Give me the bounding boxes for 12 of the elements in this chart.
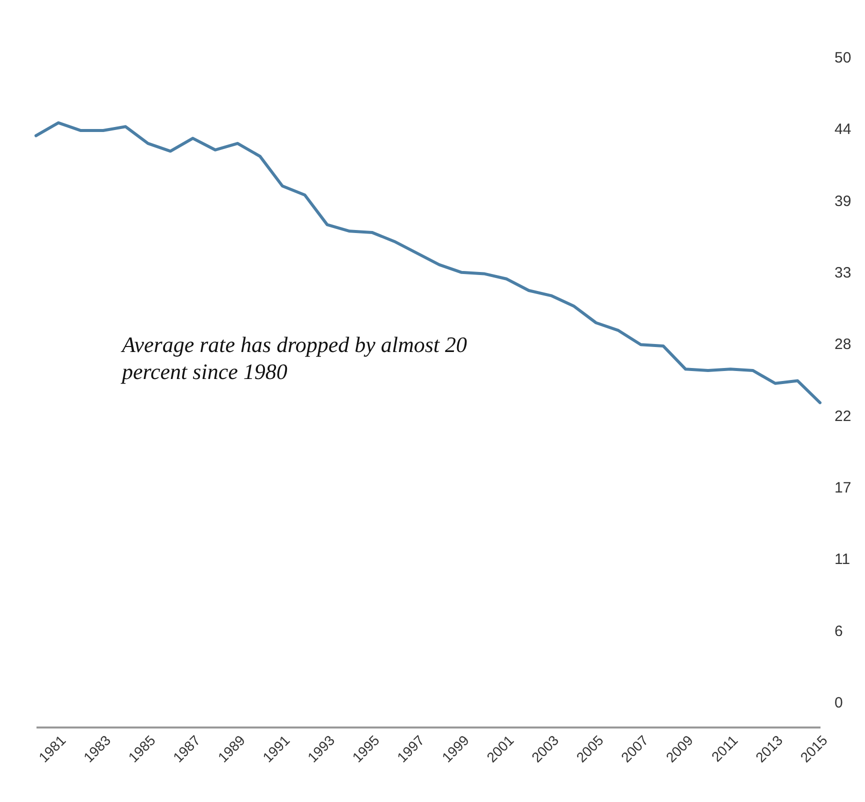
y-tick-label: 50 (834, 50, 852, 66)
y-tick-label: 39 (834, 192, 852, 210)
y-tick-label: 44 (834, 121, 852, 138)
annotation: Average rate has dropped by almost 20 percent since 1980 (120, 332, 468, 384)
y-tick-label: 28 (834, 336, 852, 354)
y-tick-label: 22 (834, 408, 852, 425)
line-series (34, 121, 822, 404)
y-tick-label: 17 (834, 479, 852, 496)
y-tick-label: 33 (834, 264, 852, 282)
y-tick-label: 11 (834, 551, 850, 568)
y-tick-label: 6 (834, 622, 843, 640)
y-tick-label: 0 (834, 694, 843, 712)
